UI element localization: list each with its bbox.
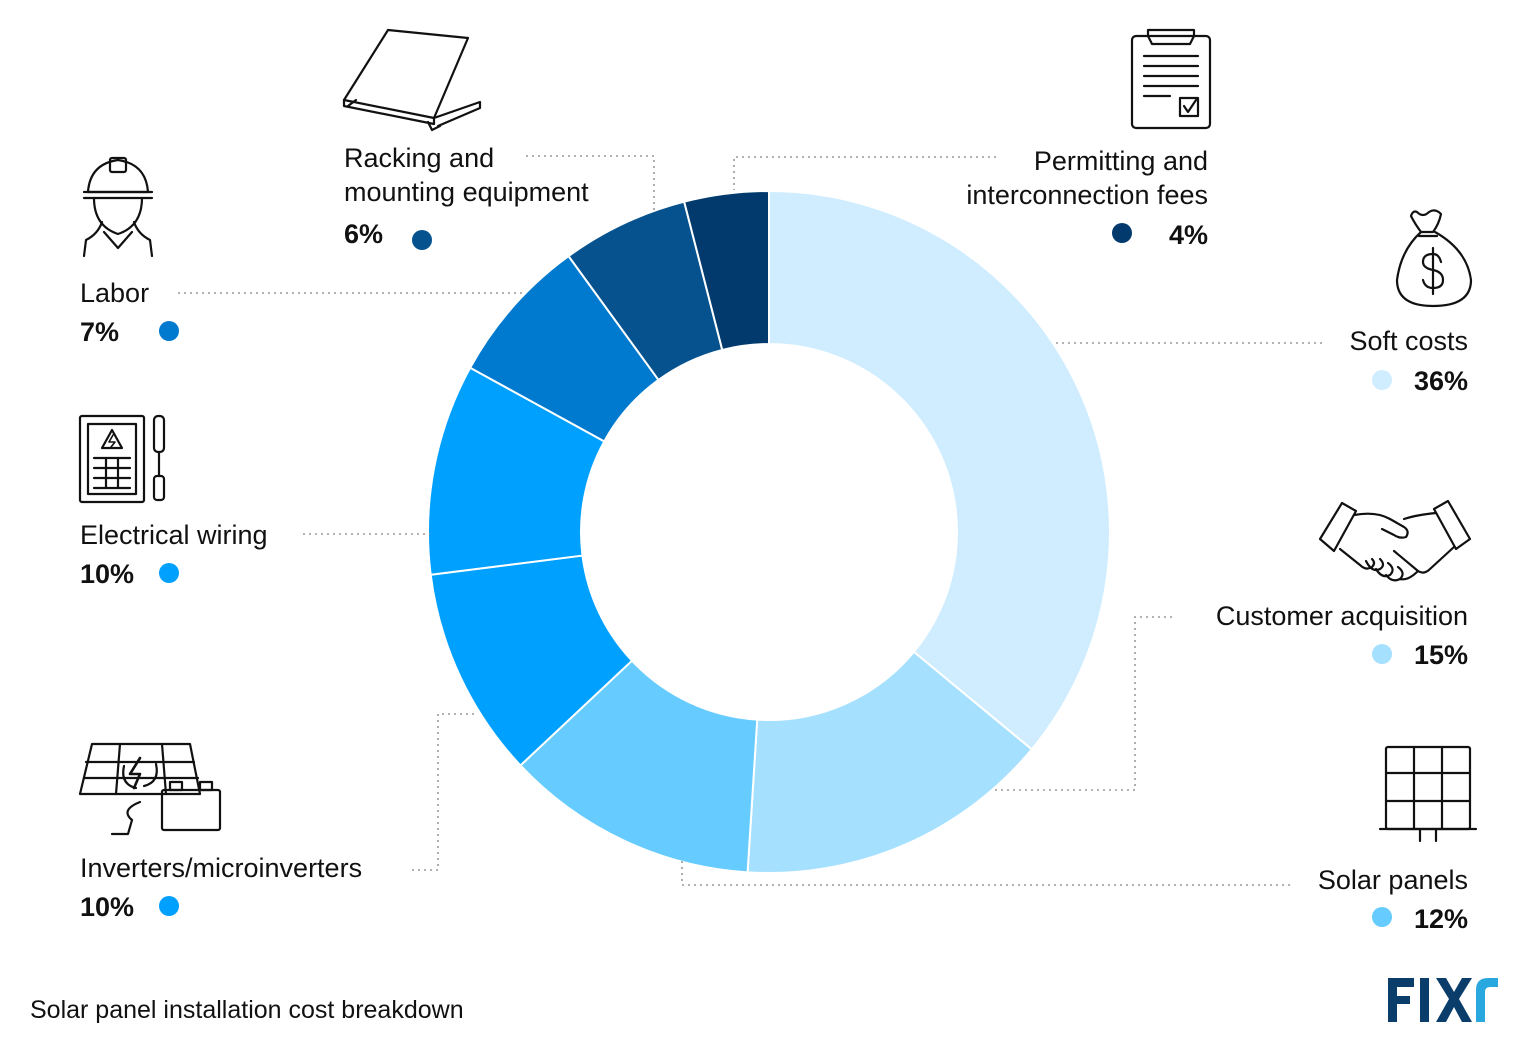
inverter-icon <box>78 742 222 836</box>
donut-slice <box>746 650 1034 874</box>
leader-line <box>526 155 655 210</box>
fixr-logo <box>1388 978 1498 1022</box>
slice-label: Customer acquisition <box>1216 601 1468 631</box>
legend-dot <box>1372 644 1392 664</box>
slice-label: Soft costs <box>1349 326 1468 356</box>
leader-line <box>733 156 996 190</box>
legend-dot <box>159 896 179 916</box>
slice-value-label: 6% <box>344 219 383 249</box>
donut-slice <box>768 189 1111 751</box>
slice-label: Electrical wiring <box>80 520 268 550</box>
legend-dot <box>1372 370 1392 390</box>
slice-value-label: 12% <box>1414 904 1468 934</box>
solar-panel-icon <box>1378 745 1478 843</box>
slice-label: Solar panels <box>1318 865 1468 895</box>
slice-label: Racking and mounting equipment <box>344 143 589 207</box>
chart-caption: Solar panel installation cost breakdown <box>30 996 464 1024</box>
electrical-panel-icon <box>78 414 166 504</box>
slice-value-label: 4% <box>1169 220 1208 250</box>
donut-slice <box>682 189 770 352</box>
legend-dot <box>412 230 432 250</box>
clipboard-icon <box>1130 28 1212 130</box>
slice-label: Permitting and interconnection fees <box>966 146 1208 210</box>
legend-dot <box>1372 907 1392 927</box>
donut-slices <box>427 189 1111 874</box>
leader-line <box>992 616 1172 791</box>
handshake-icon <box>1318 499 1472 582</box>
legend-dot <box>1112 223 1132 243</box>
worker-helmet-icon <box>82 156 154 258</box>
legend-dot <box>159 321 179 341</box>
slice-label: Inverters/microinverters <box>80 853 362 883</box>
leader-lines <box>178 155 1322 886</box>
slice-value-label: 15% <box>1414 640 1468 670</box>
leader-line <box>681 860 1290 886</box>
slice-labels: Soft costs 36% Customer acquisition 15% Sola… <box>80 143 1468 934</box>
slice-value-label: 36% <box>1414 366 1468 396</box>
slice-value-label: 10% <box>80 892 134 922</box>
legend-dot <box>159 563 179 583</box>
slice-value-label: 7% <box>80 317 119 347</box>
racking-mount-icon <box>342 28 482 132</box>
slice-value-label: 10% <box>80 559 134 589</box>
slice-label: Labor <box>80 278 149 308</box>
money-bag-icon <box>1395 209 1473 308</box>
leader-line <box>412 713 474 871</box>
